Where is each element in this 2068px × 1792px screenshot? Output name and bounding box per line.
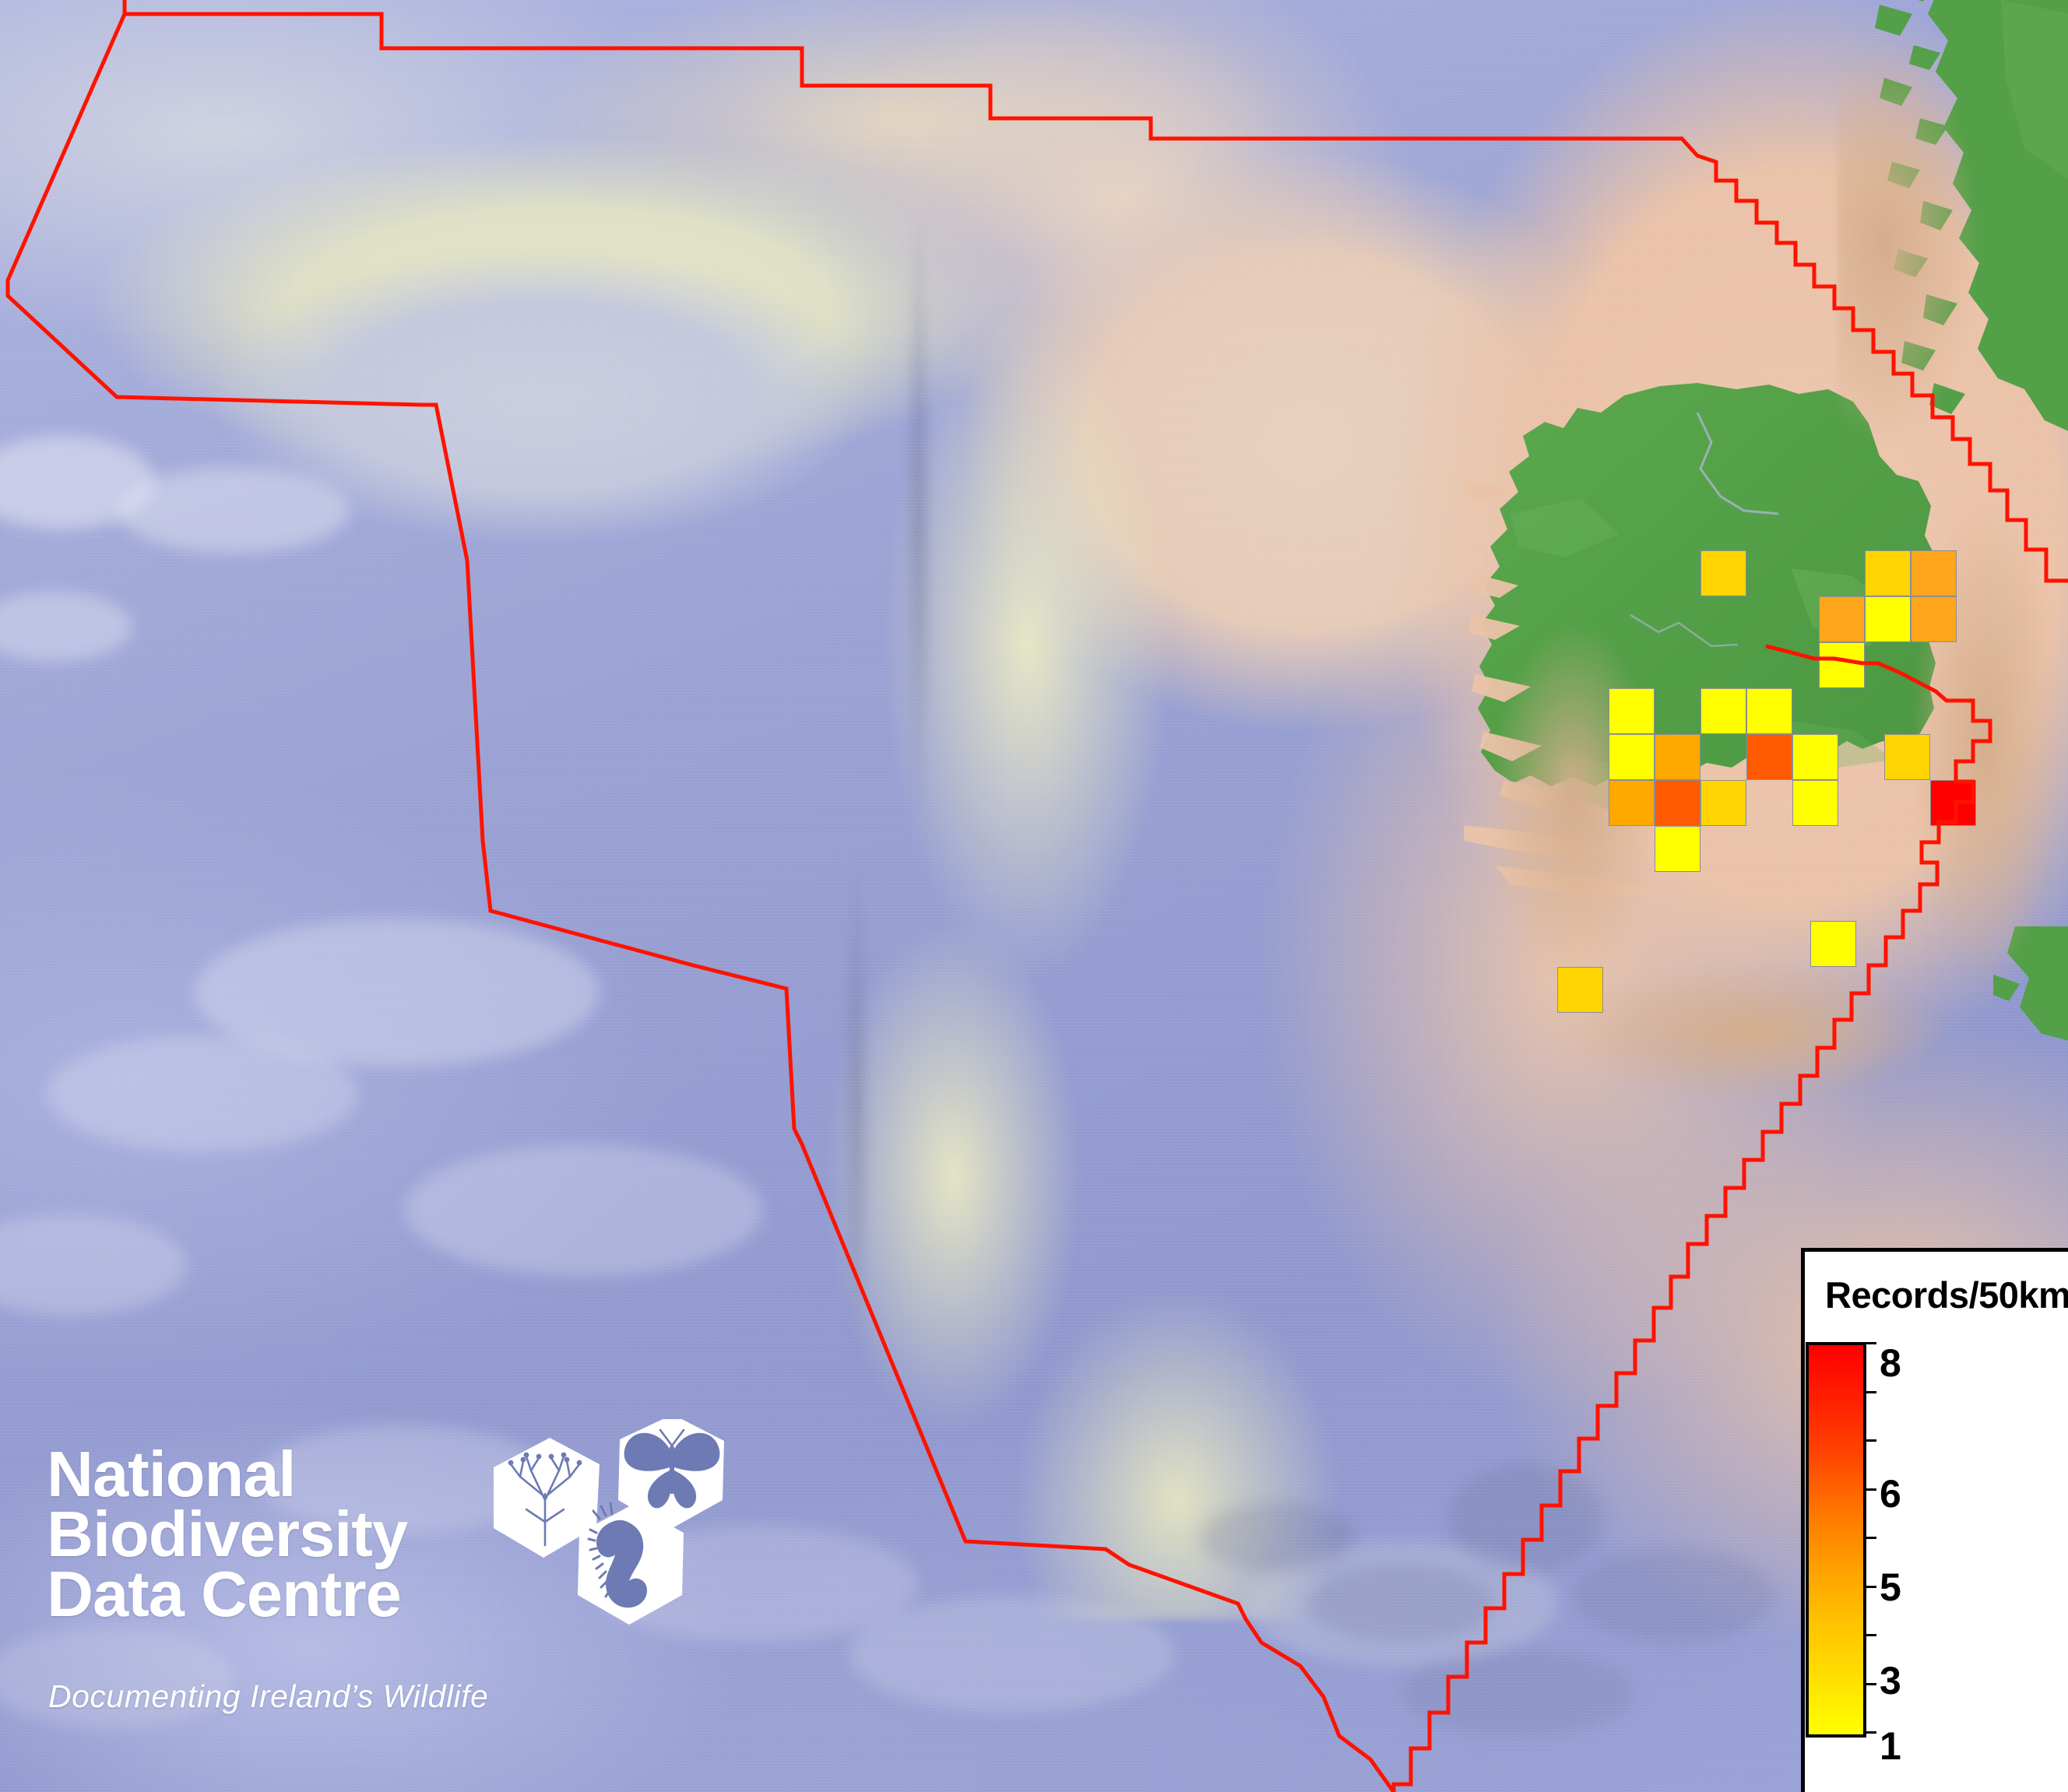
record-grid-cell [1700, 780, 1746, 826]
legend-tick [1866, 1634, 1876, 1636]
record-grid-cell [1911, 596, 1957, 642]
legend-label: 6 [1880, 1472, 1901, 1516]
legend-color-ramp [1806, 1342, 1866, 1738]
legend-label: 3 [1880, 1659, 1901, 1702]
legend-tick [1866, 1586, 1876, 1588]
record-grid-cell [1792, 734, 1838, 780]
legend-tick [1866, 1731, 1876, 1734]
butterfly-icon [618, 1414, 724, 1530]
logo-hex-marks [483, 1414, 740, 1676]
legend-tick [1866, 1537, 1876, 1539]
record-grid-cell [1655, 780, 1700, 826]
plant-umbel-icon [494, 1438, 600, 1558]
seahorse-icon [578, 1502, 684, 1625]
record-grid-cell [1609, 734, 1655, 780]
legend-tick [1866, 1391, 1876, 1393]
record-grid-cell [1819, 642, 1865, 688]
record-grid-cell [1884, 734, 1930, 780]
record-grid-cell [1557, 967, 1603, 1013]
legend-label: 8 [1880, 1341, 1901, 1385]
logo-line-3: Data Centre [47, 1558, 402, 1631]
record-grid-cell [1865, 550, 1911, 596]
record-grid-cell [1746, 734, 1792, 780]
ndbc-logo: National Biodiversity Data Centre Docume… [47, 1414, 763, 1771]
record-grid-cell [1810, 921, 1856, 967]
record-grid-cell [1700, 688, 1746, 734]
record-grid-cell [1655, 826, 1700, 872]
eez-boundary-line-west [5, 0, 1396, 1792]
legend-title: Records/50km [1825, 1274, 2068, 1316]
record-grid-cell [1700, 550, 1746, 596]
shelf-break-shadow [685, 93, 1464, 1495]
record-grid-cell [1609, 688, 1655, 734]
map-legend: Records/50km 8 6 5 3 1 [1801, 1248, 2068, 1792]
legend-tick [1866, 1439, 1876, 1442]
legend-label: 1 [1880, 1724, 1901, 1768]
celtic-sea-canyons [1168, 1370, 1869, 1775]
logo-tagline: Documenting Ireland’s Wildlife [48, 1678, 489, 1714]
record-grid-cell [1746, 688, 1792, 734]
legend-tick [1866, 1488, 1876, 1491]
eez-boundary-line-southeast [1391, 644, 1992, 1792]
logo-wordmark: National Biodiversity Data Centre [47, 1438, 514, 1631]
legend-tick-marks [1866, 1342, 1877, 1738]
legend-tick [1866, 1342, 1876, 1344]
legend-label: 5 [1880, 1565, 1901, 1609]
legend-tick [1866, 1683, 1876, 1685]
record-grid-cell [1792, 780, 1838, 826]
eez-boundary-line [122, 0, 2068, 583]
record-grid-cell [1609, 780, 1655, 826]
record-grid-cell [1865, 596, 1911, 642]
logo-line-1: National [47, 1438, 296, 1510]
logo-line-2: Biodiversity [47, 1498, 408, 1571]
record-grid-cell [1819, 596, 1865, 642]
record-grid-cell [1655, 734, 1700, 780]
record-grid-cell [1911, 550, 1957, 596]
